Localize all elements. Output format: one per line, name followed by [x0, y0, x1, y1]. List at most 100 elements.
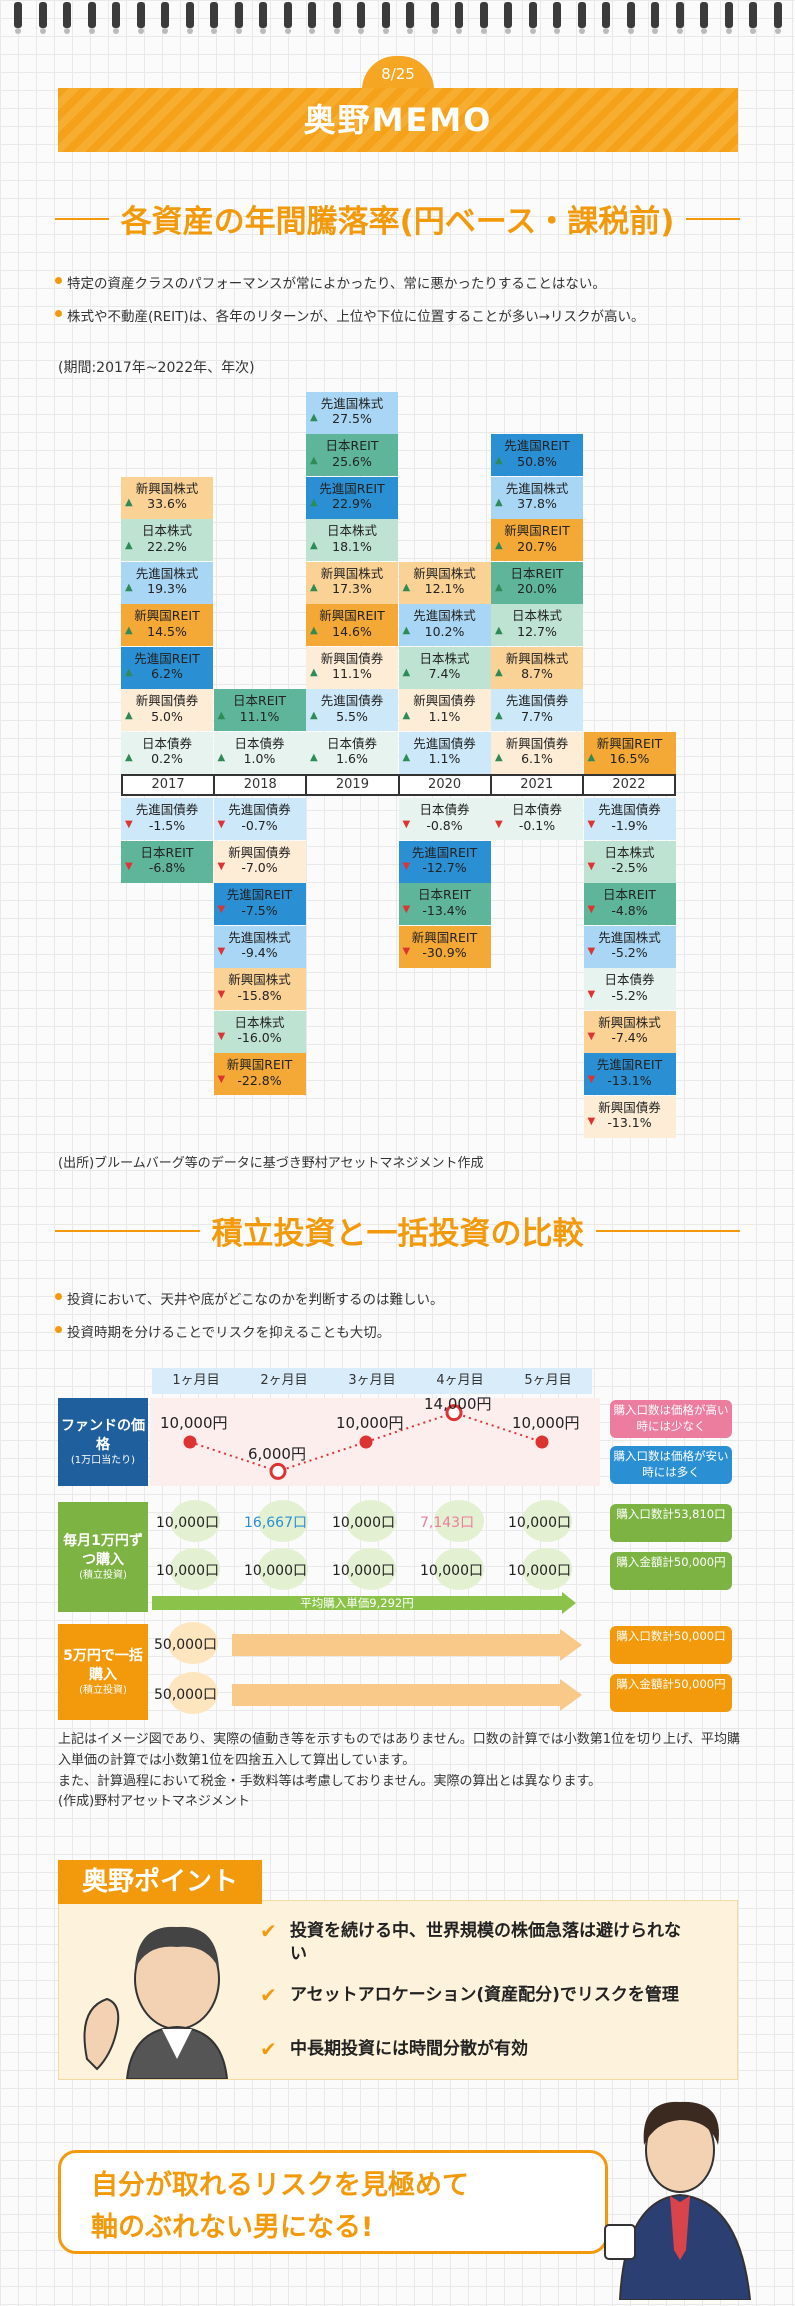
return-cell: 先進国債券 ▼ -0.7%: [213, 798, 306, 840]
spiral-ring: [38, 2, 47, 34]
return-cell: 先進国REIT ▲ 50.8%: [491, 434, 583, 476]
arrow-down-icon: ▼: [217, 903, 226, 915]
bullet-item: 投資時期を分けることでリスクを抑えることも大切。: [55, 1321, 444, 1341]
monthly-units: 16,667口: [244, 1515, 307, 1531]
price-label: 14,000円: [424, 1394, 492, 1413]
price-label: 10,000円: [160, 1414, 228, 1432]
year-label: 2020: [400, 776, 492, 794]
arrow-down-icon: ▼: [587, 1031, 596, 1043]
asset-name: 日本債券: [234, 735, 285, 751]
monthly-units: 10,000口: [156, 1515, 219, 1531]
return-cell: 日本REIT ▼ -6.8%: [121, 840, 213, 883]
year-axis: 2017 2018 2019 2020 2021 2022: [121, 774, 676, 796]
arrow-down-icon: ▼: [495, 818, 503, 830]
monthly-purchase-label: 毎月1万円ずつ購入 (積立投資): [58, 1502, 148, 1612]
return-value: ▲ 6.2%: [125, 666, 183, 682]
arrow-up-icon: ▲: [310, 582, 318, 594]
asset-name: 日本株式: [234, 1014, 285, 1030]
return-value: ▼ -13.1%: [587, 1072, 652, 1088]
return-value: ▲ 14.6%: [310, 623, 372, 639]
closing-line: 自分が取れるリスクを見極めて: [91, 2170, 469, 2201]
monthly-purchase-title: 毎月1万円ずつ購入: [63, 1533, 143, 1568]
closing-line: 軸のぶれない男になる!: [91, 2211, 374, 2243]
price-label: 10,000円: [512, 1414, 580, 1432]
asset-name: 新興国債券: [413, 693, 476, 708]
lump-total-units: 購入口数計50,000口: [610, 1626, 732, 1664]
return-cell: 日本債券 ▲ 1.0%: [213, 731, 306, 774]
arrow-down-icon: ▼: [402, 818, 411, 830]
year-label: 2022: [612, 777, 646, 792]
comparison-note: 上記はイメージ図であり、実際の値動き等を示すものではありません。口数の計算では小…: [58, 1730, 748, 1813]
point-item: ✔ アセットアロケーション(資産配分)でリスクを管理: [260, 1983, 690, 2007]
lump-purchase-label: 5万円で一括購入 (積立投資): [58, 1624, 148, 1720]
return-cell: 日本債券 ▼ -0.8%: [398, 798, 491, 840]
point-item-text: 中長期投資には時間分散が有効: [290, 2039, 528, 2059]
asset-name: 日本REIT: [140, 844, 194, 860]
lump-purchase-title: 5万円で一括購入: [63, 1648, 143, 1683]
return-value: ▼ -12.7%: [402, 860, 467, 876]
return-value: ▼ -9.4%: [217, 945, 278, 961]
arrow-down-icon: ▼: [217, 1073, 226, 1085]
period-label: (期間:2017年~2022年、年次): [58, 360, 255, 376]
asset-name: 日本REIT: [233, 693, 286, 708]
arrow-up-icon: ▲: [495, 667, 503, 679]
check-icon: ✔: [260, 1983, 277, 2007]
return-value: ▲ 7.4%: [402, 666, 461, 682]
point-item-text: 投資を続ける中、世界規模の株価急落は避けられない: [290, 1921, 681, 1964]
return-cell: 新興国株式 ▼ -7.4%: [583, 1010, 676, 1053]
year-label: 2017: [123, 776, 216, 794]
return-value: ▼ -0.7%: [217, 817, 278, 833]
return-cell: 日本REIT ▼ -13.4%: [398, 883, 491, 925]
return-value: ▼ -7.4%: [587, 1030, 648, 1046]
return-cell: 先進国株式 ▲ 19.3%: [121, 561, 213, 604]
arrow-up-icon: ▲: [495, 454, 503, 466]
page-number: 8/25: [362, 56, 434, 90]
avg-price-label: 平均購入単価9,292円: [300, 1596, 414, 1610]
asset-name: 新興国債券: [320, 650, 384, 666]
arrow-up-icon: ▲: [495, 624, 503, 636]
return-value: ▼ -4.8%: [587, 902, 648, 918]
return-value: ▼ -1.5%: [125, 817, 186, 833]
lump-circle: [168, 1672, 218, 1714]
return-cell: 日本REIT ▲ 20.0%: [491, 561, 583, 604]
arrow-up-icon: ▲: [402, 709, 411, 721]
arrow-up-icon: ▲: [310, 624, 318, 636]
point-item-text: アセットアロケーション(資産配分)でリスクを管理: [290, 1985, 679, 2005]
spiral-ring: [724, 2, 733, 34]
return-cell: 新興国REIT ▲ 20.7%: [491, 519, 583, 561]
return-cell: 先進国REIT ▼ -13.1%: [583, 1053, 676, 1095]
asset-name: 新興国株式: [320, 565, 384, 581]
unit-circle: [522, 1548, 572, 1590]
return-value: ▼ -16.0%: [217, 1030, 282, 1046]
return-value: ▲ 19.3%: [125, 581, 187, 597]
asset-name: 先進国REIT: [134, 650, 200, 666]
spiral-ring: [357, 2, 365, 34]
arrow-down-icon: ▼: [587, 946, 596, 958]
spiral-ring: [675, 2, 684, 34]
asset-name: 日本債券: [511, 802, 562, 817]
month-header: 1ヶ月目: [152, 1368, 240, 1394]
asset-name: 新興国債券: [228, 844, 291, 860]
price-point: [269, 1462, 287, 1480]
return-cell: 日本株式 ▲ 12.7%: [491, 604, 583, 646]
spiral-ring: [455, 2, 463, 34]
asset-name: 日本REIT: [418, 887, 471, 902]
return-cell: 日本株式 ▼ -16.0%: [213, 1010, 306, 1053]
section1-heading: 各資産の年間騰落率(円ベース・課税前): [55, 196, 741, 241]
arrow-up-icon: ▲: [587, 752, 596, 764]
return-value: ▲ 7.7%: [495, 708, 553, 724]
spiral-ring: [430, 2, 439, 34]
arrow-right-icon: [560, 1679, 582, 1711]
lump-bar: [232, 1684, 560, 1706]
return-value: ▼ -0.8%: [402, 817, 463, 833]
year-label: 2018: [215, 776, 308, 794]
arrow-up-icon: ▲: [495, 539, 503, 551]
asset-name: 新興国債券: [598, 1099, 661, 1115]
monthly-amount: 10,000口: [244, 1563, 307, 1579]
return-value: ▲ 1.0%: [217, 751, 276, 767]
asset-name: 先進国債券: [135, 802, 199, 817]
asset-name: 先進国債券: [320, 693, 384, 708]
spiral-ring: [406, 2, 414, 34]
asset-name: 先進国株式: [320, 395, 384, 411]
man-illustration-icon: [83, 1926, 229, 2079]
